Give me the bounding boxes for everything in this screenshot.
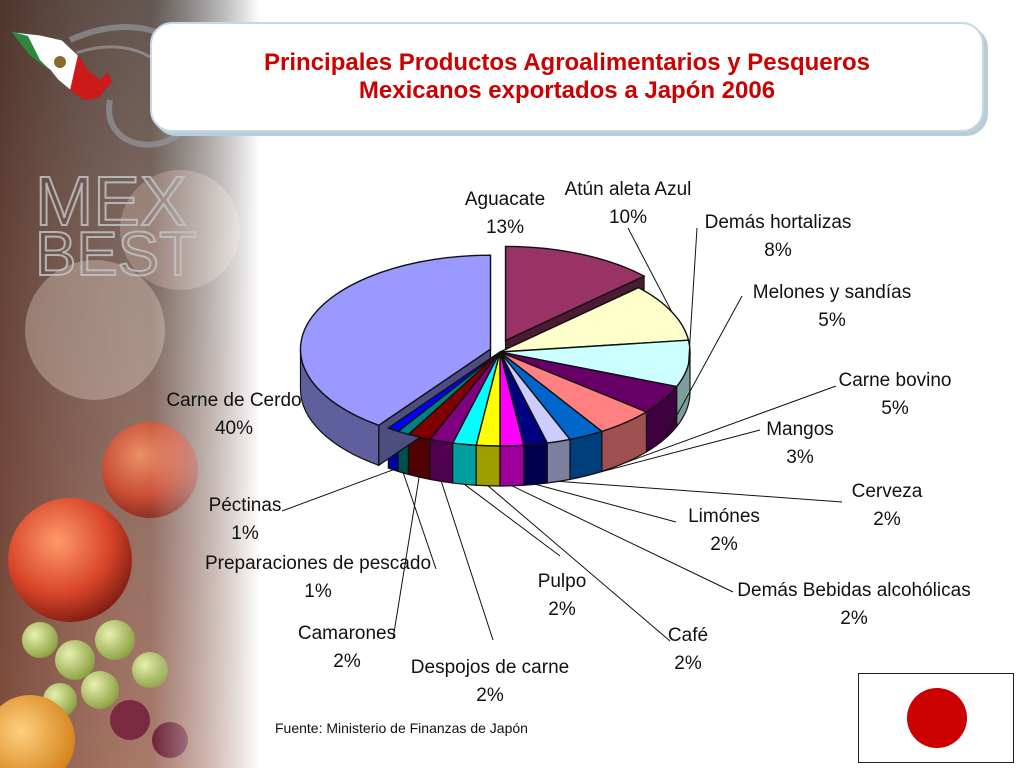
pie-labels: Aguacate 13% Atún aleta Azul 10% Demás horta… xyxy=(166,179,970,706)
pie-slice xyxy=(299,254,492,427)
slice-label: Camarones xyxy=(298,623,396,644)
slice-value-label: 1% xyxy=(304,581,332,602)
japan-flag-sun xyxy=(907,688,967,748)
slice-value-label: 2% xyxy=(873,509,901,530)
pie-slice xyxy=(499,339,691,388)
svg-text:BEST: BEST xyxy=(35,220,197,289)
slice-label: Demás Bebidas alcohólicas xyxy=(737,580,970,601)
slice-value-label: 10% xyxy=(609,207,647,228)
slice-value-label: 2% xyxy=(476,685,504,706)
slice-label: Mangos xyxy=(766,419,834,440)
leader-line xyxy=(402,472,437,570)
slice-label: Carne bovino xyxy=(838,370,951,391)
leader-line xyxy=(535,483,677,523)
slice-label: Atún aleta Azul xyxy=(565,179,692,200)
slice-value-label: 5% xyxy=(881,398,909,419)
slice-label: Preparaciones de pescado xyxy=(205,553,431,574)
pie-slice xyxy=(386,351,501,433)
slice-value-label: 40% xyxy=(215,418,253,439)
leader-line xyxy=(627,227,673,313)
leader-line xyxy=(625,385,837,463)
leader-line xyxy=(511,485,734,593)
pie-slice xyxy=(504,245,646,342)
japan-flag-icon xyxy=(858,673,1014,763)
slice-label: Melones y sandías xyxy=(753,282,911,303)
leader-line xyxy=(586,429,761,477)
pie-leader-lines xyxy=(281,227,843,642)
pie-tops xyxy=(299,245,691,447)
slice-label: Café xyxy=(668,625,708,646)
slice-value-label: 2% xyxy=(333,651,361,672)
slice-label: Cerveza xyxy=(852,481,923,502)
slice-value-label: 8% xyxy=(764,240,792,261)
leader-line xyxy=(688,227,698,364)
slice-label: Despojos de carne xyxy=(411,657,569,678)
leader-line xyxy=(663,295,743,441)
slice-value-label: 2% xyxy=(548,599,576,620)
slice-value-label: 3% xyxy=(786,447,814,468)
slice-value-label: 2% xyxy=(674,653,702,674)
source-note: Fuente: Ministerio de Finanzas de Japón xyxy=(275,720,528,736)
leader-line xyxy=(440,481,494,641)
slice-label: Péctinas xyxy=(209,495,282,516)
leader-line xyxy=(392,476,420,640)
slice-value-label: 5% xyxy=(818,310,846,331)
leader-line xyxy=(281,469,394,512)
pie-slice-side xyxy=(499,444,525,487)
slice-label: Pulpo xyxy=(538,571,587,592)
mexico-map-icon xyxy=(10,31,113,101)
slice-value-label: 1% xyxy=(231,523,259,544)
leader-line xyxy=(558,480,843,503)
slice-label: Demás hortalizas xyxy=(705,212,852,233)
slice-value-label: 13% xyxy=(486,217,524,238)
title-box: Principales Productos Agroalimentarios y… xyxy=(150,22,984,132)
leader-line xyxy=(487,485,671,642)
pie-slice-side xyxy=(475,444,501,487)
pie-slice-side xyxy=(523,442,548,486)
pie-slice-side xyxy=(546,438,571,484)
pie-slice-side xyxy=(429,438,454,484)
slice-label: Carne de Cerdo xyxy=(166,390,301,411)
chart-title-line-2: Mexicanos exportados a Japón 2006 xyxy=(358,77,776,104)
slice-label: Aguacate xyxy=(465,189,545,210)
slice-value-label: 2% xyxy=(840,608,868,629)
brand-logo-text: MEX xyxy=(35,162,187,240)
slice-value-label: 2% xyxy=(710,534,738,555)
slice-label: Limónes xyxy=(688,506,760,527)
leader-line xyxy=(464,483,561,557)
pie-slice-side xyxy=(452,442,477,486)
chart-title-line-1: Principales Productos Agroalimentarios y… xyxy=(264,49,870,76)
